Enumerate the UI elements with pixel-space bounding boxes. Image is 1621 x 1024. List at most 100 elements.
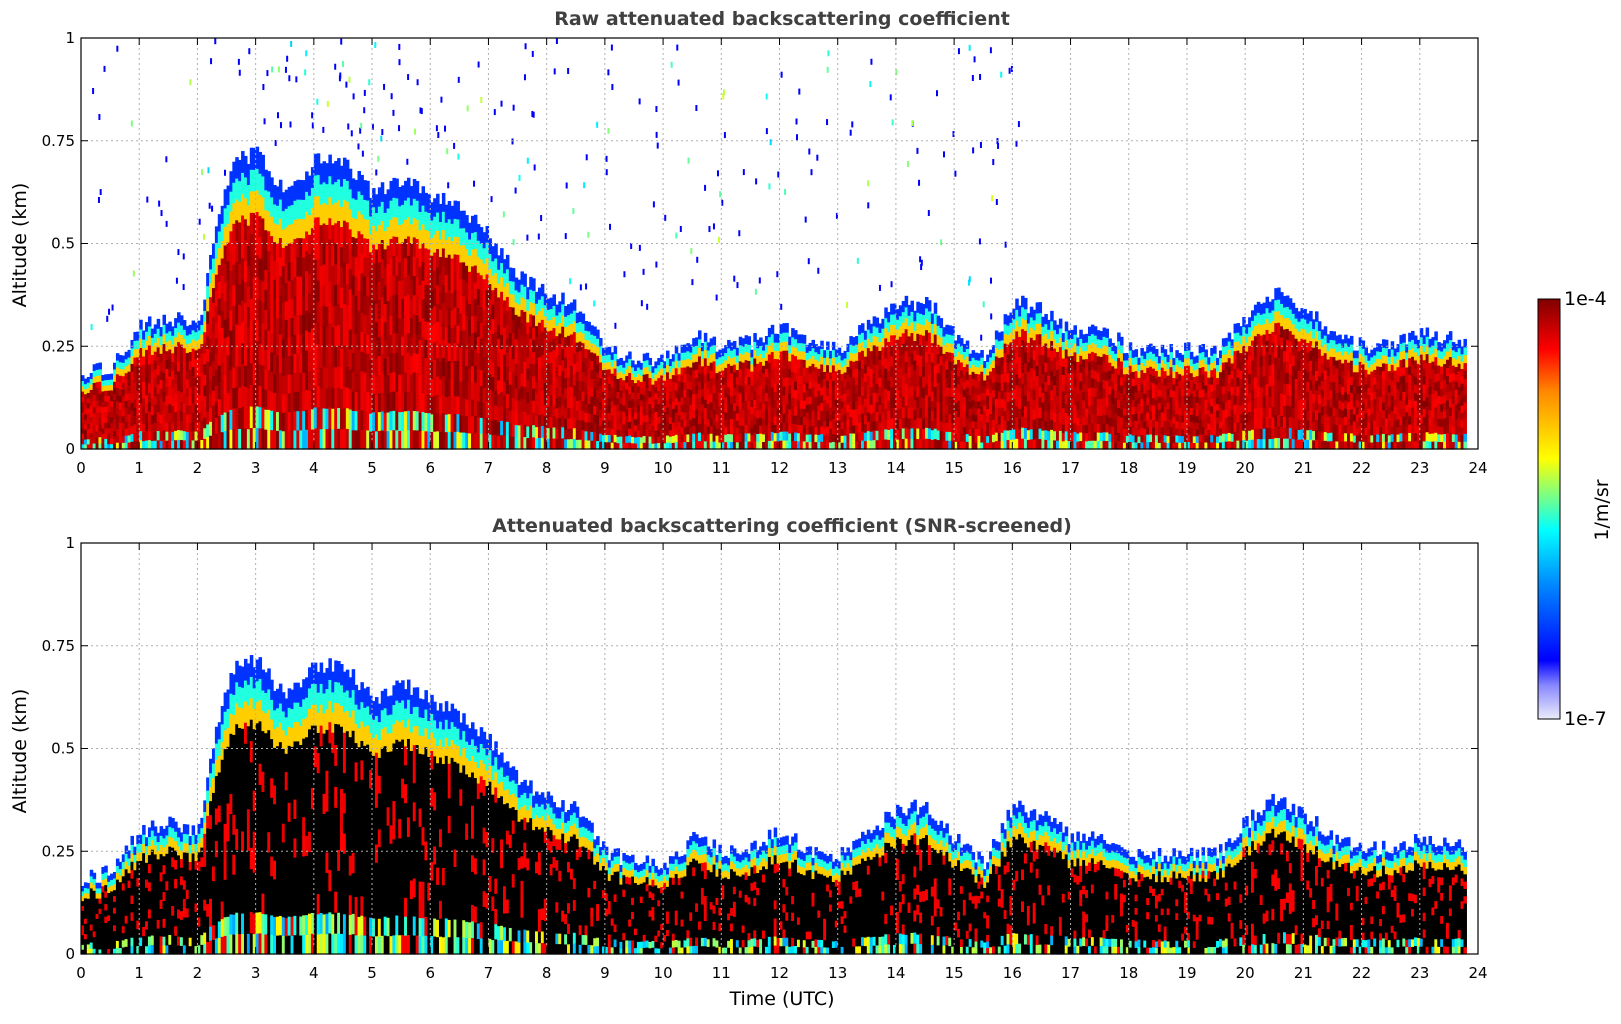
heatmap-cell	[913, 310, 917, 322]
heatmap-cell	[599, 369, 603, 379]
heatmap-cell	[130, 441, 134, 450]
heatmap-cell	[264, 369, 268, 390]
heatmap-cell	[852, 401, 856, 410]
heatmap-cell	[276, 373, 280, 394]
heatmap-cell	[887, 429, 891, 440]
heatmap-cell	[913, 360, 917, 371]
heatmap-cell	[433, 305, 437, 325]
heatmap-cell	[177, 380, 181, 391]
heatmap-cell	[1061, 407, 1066, 417]
heatmap-cell	[340, 246, 344, 268]
heatmap-cell	[415, 334, 420, 354]
heatmap-cell	[1070, 431, 1075, 442]
heatmap-cell	[631, 373, 635, 381]
heatmap-cell	[572, 395, 577, 407]
heatmap-cell	[1105, 431, 1109, 442]
heatmap-cell	[633, 394, 638, 402]
heatmap-cell	[564, 377, 568, 389]
heatmap-cell	[436, 266, 440, 286]
heatmap-cell	[278, 429, 283, 450]
heatmap-cell	[607, 412, 612, 421]
heatmap-cell	[1073, 334, 1077, 344]
heatmap-cell	[622, 430, 626, 437]
heatmap-cell	[680, 411, 685, 420]
heatmap-cell	[162, 381, 166, 393]
heatmap-cell	[1038, 344, 1043, 356]
heatmap-cell	[1000, 365, 1005, 375]
heatmap-cell	[619, 409, 623, 418]
heatmap-cell	[1093, 326, 1098, 336]
heatmap-cell	[846, 426, 850, 435]
heatmap-cell	[453, 324, 458, 344]
heatmap-cell	[991, 367, 996, 376]
heatmap-cell	[916, 364, 920, 376]
heatmap-cell	[1088, 326, 1092, 337]
heatmap-cell	[497, 365, 501, 381]
heatmap-cell	[124, 400, 129, 408]
heatmap-cell	[386, 356, 391, 376]
heatmap-cell	[569, 407, 574, 419]
heatmap-cell	[849, 392, 853, 402]
heatmap-cell	[709, 346, 714, 355]
heatmap-cell	[572, 374, 577, 386]
heatmap-cell	[796, 416, 801, 426]
heatmap-cell	[607, 419, 612, 428]
heatmap-cell	[567, 366, 571, 378]
heatmap-cell	[162, 391, 166, 402]
heatmap-cell	[232, 182, 236, 204]
heatmap-cell	[648, 377, 653, 385]
heatmap-cell	[150, 388, 155, 399]
heatmap-cell	[459, 346, 463, 365]
heatmap-cell	[811, 402, 816, 411]
heatmap-cell	[267, 190, 271, 212]
heatmap-cell	[406, 197, 411, 218]
heatmap-cell	[1088, 379, 1092, 389]
heatmap-cell	[910, 427, 914, 440]
heatmap-cell	[552, 294, 556, 306]
heatmap-cell	[325, 265, 329, 287]
heatmap-cell	[223, 300, 228, 320]
heatmap-cell	[1061, 333, 1066, 342]
heatmap-cell	[529, 301, 533, 315]
heatmap-cell	[319, 326, 324, 348]
heatmap-cell	[226, 430, 231, 450]
heatmap-cell	[200, 372, 204, 383]
heatmap-cell	[622, 411, 626, 419]
heatmap-cell	[281, 320, 286, 340]
heatmap-cell	[325, 203, 329, 225]
heatmap-cell	[81, 422, 85, 429]
heatmap-cell	[89, 411, 94, 418]
heatmap-cell	[968, 367, 973, 375]
heatmap-cell	[395, 178, 399, 199]
heatmap-cell	[392, 429, 396, 450]
heatmap-cell	[837, 383, 842, 392]
heatmap-cell	[101, 374, 105, 381]
heatmap-cell	[302, 391, 306, 412]
heatmap-cell	[744, 408, 749, 418]
heatmap-cell	[214, 258, 219, 275]
heatmap-cell	[264, 349, 268, 370]
heatmap-cell	[619, 357, 623, 366]
heatmap-cell	[549, 308, 554, 320]
heatmap-cell	[654, 411, 658, 419]
heatmap-cell	[191, 439, 196, 450]
heatmap-cell	[942, 422, 946, 433]
heatmap-cell	[383, 394, 388, 414]
heatmap-cell	[194, 421, 199, 432]
heatmap-cell	[639, 362, 644, 370]
heatmap-cell	[785, 377, 789, 387]
heatmap-cell	[994, 330, 999, 340]
heatmap-cell	[363, 295, 367, 316]
heatmap-cell	[412, 313, 417, 334]
heatmap-cell	[962, 441, 967, 450]
heatmap-cell	[1114, 404, 1118, 413]
heatmap-cell	[619, 383, 623, 392]
heatmap-cell	[162, 420, 166, 431]
heatmap-cell	[715, 442, 719, 450]
heatmap-cell	[1079, 397, 1083, 407]
heatmap-cell	[1035, 438, 1040, 450]
heatmap-cell	[980, 413, 984, 422]
heatmap-cell	[229, 171, 233, 192]
heatmap-cell	[418, 211, 423, 231]
heatmap-cell	[642, 435, 647, 443]
